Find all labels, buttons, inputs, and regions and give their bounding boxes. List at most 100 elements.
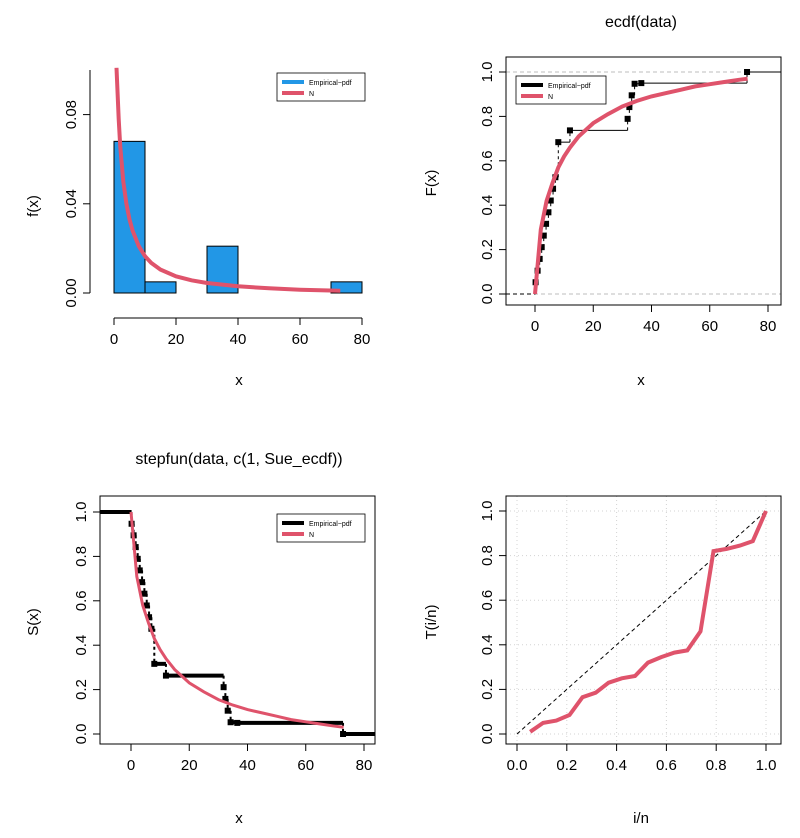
p4-y-tick-label: 0.0	[479, 724, 496, 745]
p3-legend: Empirical−pdf N	[276, 513, 366, 543]
p4-x-tick-label: 0.4	[606, 757, 627, 774]
p3-theoretical-survival	[129, 511, 344, 729]
p3-step-point	[143, 602, 150, 609]
p3-legend-label-0: Empirical−pdf	[309, 521, 352, 528]
p3-step-point	[136, 567, 143, 574]
p2-y-tick-label: 1.0	[479, 62, 496, 83]
p2-step-point	[638, 80, 645, 87]
p2-axes: 0 20 40 60 80 0.0 0.2 0.4 0.6 0.8 1.0	[479, 56, 782, 335]
p2-step-point	[547, 197, 554, 204]
p2-step-point	[744, 69, 751, 75]
p3-x-tick-label: 60	[297, 757, 314, 774]
p2-y-tick-label: 0.8	[479, 106, 496, 127]
panel-ttt: 0.0 0.2 0.4 0.6 0.8 1.0 0.0 0.2 0.4 0.6 0.8 1.0 i/n…	[423, 495, 782, 827]
p2-x-tick-label: 60	[701, 318, 718, 335]
p3-axes: 0 20 40 60 80 0.0 0.2 0.4 0.6 0.8 1.0	[73, 495, 376, 774]
p3-step-point	[340, 731, 347, 737]
panel-histogram: 0 20 40 60 80 0.00 0.04 0.08 x f(x) Empirical−p…	[25, 67, 370, 389]
p4-xlabel: i/n	[633, 810, 649, 827]
p4-y-tick-label: 1.0	[479, 501, 496, 522]
p1-x-tick-label: 40	[230, 331, 247, 348]
p1-xlabel: x	[235, 372, 243, 389]
p3-step-point	[139, 579, 146, 586]
p2-step-point	[550, 185, 557, 192]
p2-legend-box	[515, 75, 607, 105]
p1-x-tick-label: 0	[110, 331, 118, 348]
p1-x-tick-label: 60	[292, 331, 309, 348]
p3-step-point	[162, 672, 169, 679]
p2-step-point	[538, 244, 545, 251]
p3-survival-steps	[100, 510, 375, 737]
p1-axes: 0 20 40 60 80 0.00 0.04 0.08	[63, 70, 370, 348]
panel-ecdf: ecdf(data) 0 20 40 60 80 0.0 0.2 0.4 0.6 0.8 1.0 x…	[423, 14, 782, 389]
p3-step-point	[146, 614, 153, 621]
p4-x-tick-label: 0.8	[706, 757, 727, 774]
p3-step-point	[234, 719, 241, 726]
p3-x-tick-label: 80	[356, 757, 373, 774]
p2-x-tick-label: 0	[531, 318, 539, 335]
p3-step-point	[224, 707, 231, 714]
p1-y-tick-label: 0.00	[63, 278, 80, 307]
p4-y-tick-label: 0.4	[479, 634, 496, 655]
p4-grid	[506, 496, 781, 744]
p1-legend: Empirical−pdf N	[276, 72, 366, 102]
p3-y-tick-label: 0.8	[73, 546, 90, 567]
p1-legend-box	[276, 72, 366, 102]
p4-ttt-curve	[529, 510, 768, 734]
p4-x-tick-label: 1.0	[756, 757, 777, 774]
p2-legend-label-0: Empirical−pdf	[548, 83, 591, 90]
p4-plot-box	[505, 495, 782, 745]
p1-x-tick-label: 20	[168, 331, 185, 348]
p3-step-point	[134, 555, 141, 562]
p3-step-point	[220, 684, 227, 691]
p2-step-point	[540, 232, 547, 239]
p3-y-tick-label: 0.6	[73, 590, 90, 611]
p3-title: stepfun(data, c(1, Sue_ecdf))	[135, 451, 342, 468]
p2-y-tick-label: 0.2	[479, 239, 496, 260]
p2-step-point	[624, 115, 631, 122]
p3-y-tick-label: 0.2	[73, 679, 90, 700]
p3-step-point	[151, 660, 158, 667]
p4-y-tick-label: 0.6	[479, 590, 496, 611]
p2-x-tick-label: 80	[760, 318, 777, 335]
p1-bar	[330, 281, 363, 294]
p3-x-tick-label: 0	[127, 757, 135, 774]
p3-step-point	[222, 695, 229, 702]
p4-x-tick-label: 0.6	[656, 757, 677, 774]
p4-ylabel: T(i/n)	[423, 605, 440, 640]
p3-y-tick-label: 0.0	[73, 724, 90, 745]
panel-survival: stepfun(data, c(1, Sue_ecdf)) 0 20 40 60 800…	[25, 451, 376, 827]
p1-y-tick-label: 0.04	[63, 189, 80, 218]
p4-axes: 0.0 0.2 0.4 0.6 0.8 1.0 0.0 0.2 0.4 0.6 0.8 1.0	[479, 495, 782, 774]
p3-x-tick-label: 40	[239, 757, 256, 774]
p4-diagonal-line	[516, 510, 767, 735]
p3-legend-box	[276, 513, 366, 543]
p2-x-tick-label: 20	[585, 318, 602, 335]
p1-legend-label-0: Empirical−pdf	[309, 80, 352, 87]
p4-x-tick-label: 0.0	[507, 757, 528, 774]
p1-bars	[113, 140, 363, 294]
p3-step-point	[141, 590, 148, 597]
p3-legend-label-1: N	[309, 532, 314, 539]
p2-y-tick-label: 0.4	[479, 195, 496, 216]
p1-y-tick-label: 0.08	[63, 100, 80, 129]
p2-y-tick-label: 0.0	[479, 284, 496, 305]
p2-step-point	[545, 209, 552, 216]
p2-title: ecdf(data)	[605, 14, 677, 31]
p4-y-tick-label: 0.8	[479, 545, 496, 566]
p2-ylabel: F(x)	[423, 170, 440, 197]
p4-y-tick-label: 0.2	[479, 679, 496, 700]
p3-y-tick-label: 0.4	[73, 635, 90, 656]
p3-step-point	[227, 719, 234, 726]
p1-legend-label-1: N	[309, 91, 314, 98]
p2-step-point	[631, 80, 638, 87]
p3-ylabel: S(x)	[25, 608, 42, 636]
p3-y-tick-label: 1.0	[73, 502, 90, 523]
p2-theoretical-cdf	[533, 76, 748, 295]
p2-legend: Empirical−pdf N	[515, 75, 607, 105]
p3-xlabel: x	[235, 810, 243, 827]
p2-step-point	[555, 139, 562, 146]
p2-step-point	[628, 92, 635, 99]
p1-density-curve	[114, 67, 341, 293]
